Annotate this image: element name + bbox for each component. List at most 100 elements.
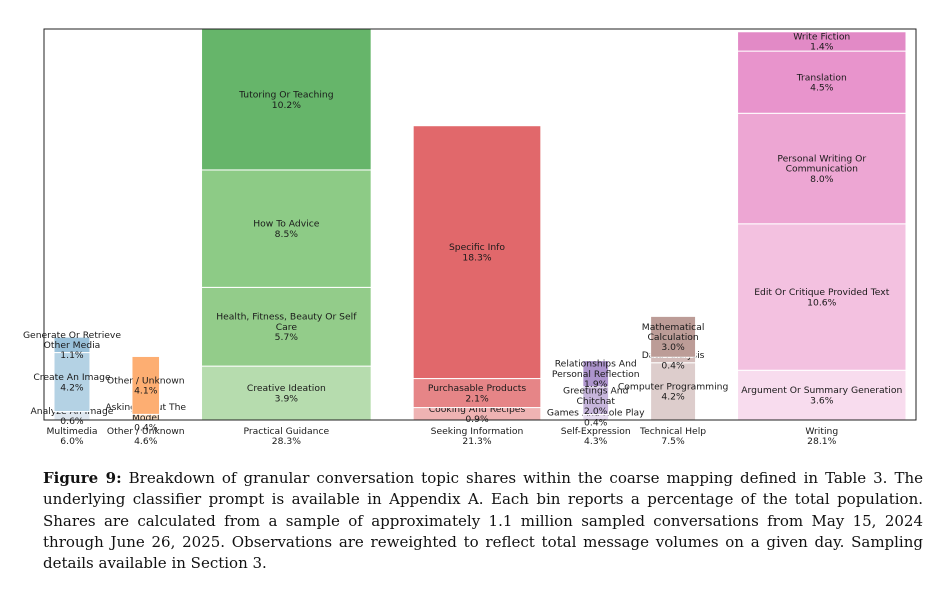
segment-label-line: Personal Writing Or <box>777 154 866 165</box>
category-share: 21.3% <box>462 436 491 447</box>
segment-label-tutoring-or-teaching: Tutoring Or Teaching 10.2% <box>238 90 334 111</box>
segment-label-line: Create An Image <box>33 372 111 383</box>
segment-label-purchasable-products: Purchasable Products 2.1% <box>428 383 527 404</box>
bar-group-seeking-information: Cooking And Recipes 0.9%Purchasable Produ… <box>412 125 542 425</box>
segment-value: 4.2% <box>661 392 685 403</box>
plot-frame <box>43 28 917 421</box>
segment-label-mathematical-calculation: Mathematical Calculation 3.0% <box>642 322 705 353</box>
category-label-seeking-information: Seeking Information 21.3% <box>431 426 524 447</box>
segment-label-translation: Translation 4.5% <box>796 72 847 93</box>
segment-specific-info <box>412 125 542 380</box>
bar-group-practical-guidance: Creative Ideation 3.9% Health, Fitness, Be… <box>201 28 372 421</box>
figure-caption: Figure 9: Breakdown of granular conversa… <box>43 468 923 574</box>
category-label-practical-guidance: Practical Guidance 28.3% <box>244 426 330 447</box>
segment-label-line: Specific Info <box>449 242 505 253</box>
caption-label: Figure 9: <box>43 469 122 487</box>
segment-edit-or-critique-provided-text <box>737 223 907 371</box>
segment-label-line: Care <box>276 322 298 333</box>
category-name: Writing <box>805 426 838 437</box>
category-name: Technical Help <box>639 426 706 437</box>
segment-tutoring-or-teaching <box>201 28 372 171</box>
category-name: Self-Expression <box>561 426 631 437</box>
segment-value: 0.4% <box>584 418 608 429</box>
segment-label-computer-programming: Computer Programming 4.2% <box>618 381 729 402</box>
segment-value: 4.1% <box>134 386 158 397</box>
segment-label-line: Relationships And <box>555 359 637 370</box>
segment-relationships-and-personal-reflection <box>582 360 610 388</box>
segment-value: 2.0% <box>584 406 608 417</box>
segment-label-specific-info: Specific Info 18.3% <box>449 242 505 263</box>
segment-label-line: Computer Programming <box>618 381 729 392</box>
segment-value: 0.4% <box>661 360 685 371</box>
category-name: Other / Unknown <box>107 426 185 437</box>
segment-label-personal-writing-or-communication: Personal Writing Or Communication 8.0% <box>777 154 866 185</box>
segment-label-line: Generate Or Retrieve <box>23 330 121 341</box>
segment-label-line: Write Fiction <box>793 32 850 43</box>
segment-label-line: Personal Reflection <box>552 369 640 380</box>
category-name: Practical Guidance <box>244 426 330 437</box>
segment-value: 5.7% <box>275 332 299 343</box>
segment-value: 8.0% <box>810 174 834 185</box>
segment-value: 3.9% <box>275 393 299 404</box>
segment-creative-ideation <box>201 365 372 421</box>
segment-translation <box>737 50 907 114</box>
segment-write-fiction <box>737 31 907 52</box>
segment-value: 1.4% <box>810 42 834 53</box>
category-name: Seeking Information <box>431 426 524 437</box>
segment-value: 1.1% <box>60 350 84 361</box>
segment-label-health-fitness-beauty-or-self-care: Health, Fitness, Beauty Or Self Care 5.7% <box>216 312 357 343</box>
segment-label-line: Translation <box>796 72 847 83</box>
segment-label-line: Cooking And Recipes <box>429 404 526 415</box>
category-label-writing: Writing 28.1% <box>805 426 838 447</box>
segment-label-write-fiction: Write Fiction 1.4% <box>793 32 850 53</box>
segment-label-edit-or-critique-provided-text: Edit Or Critique Provided Text 10.6% <box>754 287 890 308</box>
segment-value: 4.2% <box>60 382 84 393</box>
category-name: Multimedia <box>46 426 97 437</box>
segment-label-line: Greetings And <box>563 386 628 397</box>
segment-create-an-image <box>53 352 91 413</box>
segment-label-line: Model <box>132 412 160 423</box>
segment-label-creative-ideation: Creative Ideation 3.9% <box>247 383 326 404</box>
category-share: 6.0% <box>60 436 84 447</box>
segment-label-line: Communication <box>786 164 859 175</box>
segment-value: 10.2% <box>272 100 301 111</box>
segment-label-line: Other Media <box>44 340 101 351</box>
segment-other-unknown <box>131 355 161 415</box>
segment-value: 0.4% <box>134 423 158 434</box>
segment-value: 2.1% <box>465 393 489 404</box>
segment-value: 1.9% <box>584 379 608 390</box>
segment-label-line: Edit Or Critique Provided Text <box>754 287 890 298</box>
segment-label-line: Other / Unknown <box>107 376 185 387</box>
segment-value: 0.6% <box>60 416 84 427</box>
segment-label-generate-or-retrieve-other-media: Generate Or Retrieve Other Media 1.1% <box>23 330 121 361</box>
segment-label-line: Mathematical <box>642 322 705 333</box>
category-label-technical-help: Technical Help 7.5% <box>639 426 706 447</box>
segment-value: 18.3% <box>462 252 491 263</box>
segment-label-other-unknown: Other / Unknown 4.1% <box>107 376 185 397</box>
category-share: 7.5% <box>661 436 685 447</box>
segment-label-argument-or-summary-generation: Argument Or Summary Generation 3.6% <box>741 385 902 406</box>
category-share: 4.3% <box>584 436 608 447</box>
segment-health-fitness-beauty-or-self-care <box>201 286 372 367</box>
segment-label-line: Creative Ideation <box>247 383 326 394</box>
category-share: 4.6% <box>134 436 158 447</box>
category-share: 28.3% <box>272 436 301 447</box>
segment-label-line: Purchasable Products <box>428 383 527 394</box>
segment-label-line: Argument Or Summary Generation <box>741 385 902 396</box>
segment-generate-or-retrieve-other-media <box>53 336 91 354</box>
segment-mathematical-calculation <box>650 315 697 358</box>
bar-group-writing: Argument Or Summary Generation 3.6% Edit O… <box>737 31 907 421</box>
segment-label-line: How To Advice <box>253 219 320 230</box>
segment-label-line: Health, Fitness, Beauty Or Self <box>216 312 357 323</box>
category-label-multimedia: Multimedia 6.0% <box>46 426 97 447</box>
segment-how-to-advice <box>201 169 372 288</box>
segment-label-relationships-and-personal-reflection: Relationships And Personal Reflection 1.9% <box>552 359 640 390</box>
segment-personal-writing-or-communication <box>737 112 907 225</box>
segment-label-line: Calculation <box>647 332 698 343</box>
category-share: 28.1% <box>807 436 836 447</box>
